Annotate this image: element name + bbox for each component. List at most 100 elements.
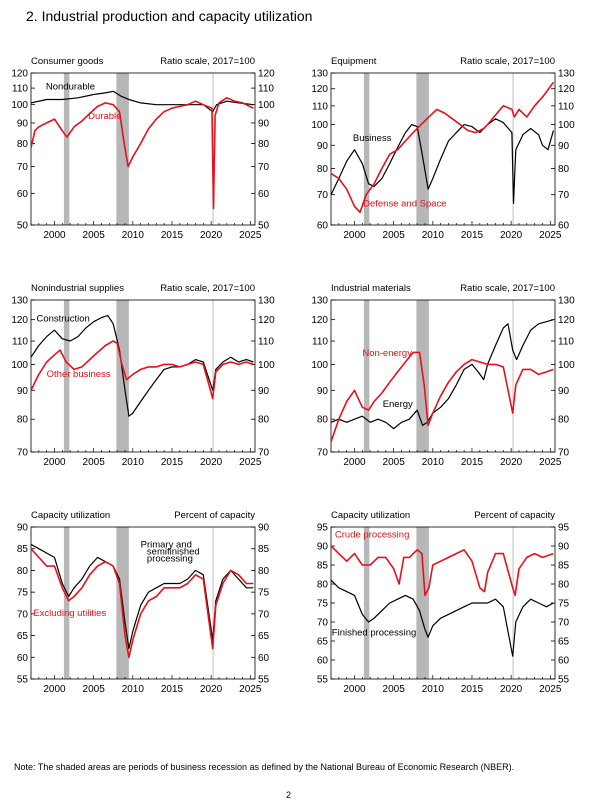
page-number: 2 bbox=[286, 790, 292, 800]
x-tick-label: 2010 bbox=[422, 457, 445, 468]
y-tick-label-left: 50 bbox=[17, 221, 29, 232]
y-tick-label-left: 100 bbox=[311, 120, 328, 131]
scale-note: Ratio scale, 2017=100 bbox=[160, 56, 255, 67]
y-tick-label-left: 80 bbox=[17, 139, 29, 150]
recession-band bbox=[212, 527, 214, 679]
y-tick-label-left: 55 bbox=[17, 675, 29, 686]
scale-note: Ratio scale, 2017=100 bbox=[460, 283, 555, 294]
y-tick-label-right: 70 bbox=[258, 162, 270, 173]
y-tick-label-left: 100 bbox=[311, 360, 328, 371]
y-tick-label-left: 130 bbox=[311, 296, 328, 307]
x-tick-label: 2000 bbox=[43, 457, 66, 468]
x-tick-label: 2010 bbox=[122, 457, 145, 468]
series-label: Energy bbox=[383, 399, 413, 410]
x-tick-label: 2010 bbox=[122, 230, 145, 241]
series-label: Business bbox=[353, 133, 392, 144]
y-tick-label-right: 90 bbox=[258, 386, 270, 397]
series-label: semifinished bbox=[147, 546, 200, 557]
y-tick-label-left: 80 bbox=[17, 566, 29, 577]
scale-note: Ratio scale, 2017=100 bbox=[160, 283, 255, 294]
y-tick-label-left: 95 bbox=[317, 523, 329, 534]
series-label: Excluding utilities bbox=[33, 608, 106, 619]
y-tick-label-left: 90 bbox=[17, 523, 29, 534]
x-tick-label: 2020 bbox=[200, 457, 223, 468]
scale-note: Ratio scale, 2017=100 bbox=[460, 56, 555, 67]
plot-frame bbox=[30, 526, 256, 680]
series-label: Crude processing bbox=[335, 529, 409, 540]
x-tick-label: 2000 bbox=[343, 457, 366, 468]
y-tick-label-right: 80 bbox=[258, 566, 270, 577]
x-tick-label: 2015 bbox=[161, 457, 184, 468]
y-tick-label-left: 100 bbox=[11, 360, 28, 371]
series-label: Nondurable bbox=[46, 82, 95, 93]
chart-title: Equipment bbox=[331, 56, 377, 67]
y-tick-label-left: 60 bbox=[17, 653, 29, 664]
y-tick-label-right: 60 bbox=[558, 656, 570, 667]
y-tick-label-right: 130 bbox=[258, 296, 275, 307]
x-tick-label: 2025 bbox=[539, 457, 562, 468]
y-tick-label-left: 70 bbox=[317, 190, 329, 201]
series-line-finished-processing bbox=[331, 579, 554, 657]
y-tick-label-right: 65 bbox=[258, 631, 270, 642]
y-tick-label-right: 55 bbox=[258, 675, 270, 686]
footnote: Note: The shaded areas are periods of bu… bbox=[14, 762, 515, 772]
y-tick-label-right: 120 bbox=[258, 69, 275, 80]
chart-panel-4: Industrial materials Ratio scale, 2017=10… bbox=[311, 283, 575, 468]
recession-band bbox=[363, 527, 370, 679]
x-tick-label: 2010 bbox=[122, 684, 145, 695]
y-tick-label-left: 120 bbox=[11, 69, 28, 80]
chart-panel-6: Capacity utilization Percent of capacity 5… bbox=[317, 510, 570, 695]
y-tick-label-right: 110 bbox=[258, 84, 274, 95]
series-line-defense-and-space bbox=[331, 81, 555, 214]
recession-band bbox=[63, 527, 70, 679]
chart-panel-1: Consumer goods Ratio scale, 2017=100 50 50 6… bbox=[11, 56, 275, 241]
y-tick-label-right: 50 bbox=[258, 221, 270, 232]
y-tick-label-right: 70 bbox=[258, 609, 270, 620]
series-label: Non-energy bbox=[362, 348, 412, 359]
chart-panel-3: Nonindustrial supplies Ratio scale, 2017=… bbox=[11, 283, 275, 468]
y-tick-label-right: 80 bbox=[558, 164, 570, 175]
x-tick-label: 2025 bbox=[539, 230, 562, 241]
y-tick-label-left: 110 bbox=[12, 337, 28, 348]
series-line-nondurable bbox=[31, 90, 254, 113]
recession-band bbox=[63, 73, 70, 225]
y-tick-label-right: 75 bbox=[558, 599, 570, 610]
x-tick-label: 2015 bbox=[461, 684, 484, 695]
x-tick-label: 2025 bbox=[239, 230, 262, 241]
y-tick-label-left: 55 bbox=[317, 675, 329, 686]
chart-title: Capacity utilization bbox=[331, 510, 410, 521]
recession-band bbox=[116, 73, 129, 225]
y-tick-label-left: 120 bbox=[311, 84, 328, 95]
y-tick-label-right: 80 bbox=[258, 415, 270, 426]
y-tick-label-left: 90 bbox=[17, 118, 29, 129]
y-tick-label-right: 90 bbox=[558, 141, 570, 152]
y-tick-label-right: 95 bbox=[558, 523, 570, 534]
y-tick-label-right: 60 bbox=[258, 189, 270, 200]
series-line-crude-processing bbox=[331, 545, 554, 597]
x-tick-label: 2005 bbox=[383, 230, 406, 241]
series-line-business bbox=[331, 118, 554, 204]
x-tick-label: 2015 bbox=[461, 457, 484, 468]
plot-frame bbox=[330, 299, 556, 453]
recession-band bbox=[512, 527, 514, 679]
x-tick-label: 2005 bbox=[83, 230, 106, 241]
y-tick-label-right: 100 bbox=[558, 360, 575, 371]
y-tick-label-right: 70 bbox=[558, 618, 570, 629]
x-tick-label: 2015 bbox=[161, 684, 184, 695]
y-tick-label-right: 90 bbox=[258, 523, 270, 534]
y-tick-label-right: 120 bbox=[258, 315, 275, 326]
recession-band bbox=[63, 300, 70, 452]
x-tick-label: 2010 bbox=[422, 684, 445, 695]
recession-band bbox=[512, 73, 514, 225]
series-label: Durable bbox=[88, 111, 121, 122]
y-tick-label-right: 100 bbox=[558, 120, 575, 131]
y-tick-label-right: 130 bbox=[558, 296, 575, 307]
y-tick-label-left: 75 bbox=[17, 588, 29, 599]
x-tick-label: 2020 bbox=[500, 684, 523, 695]
y-tick-label-right: 90 bbox=[258, 118, 270, 129]
scale-note: Percent of capacity bbox=[174, 510, 255, 521]
chart-panel-2: Equipment Ratio scale, 2017=100 60 60 70 70 80… bbox=[311, 56, 575, 241]
y-tick-label-right: 130 bbox=[558, 69, 575, 80]
x-tick-label: 2005 bbox=[83, 684, 106, 695]
y-tick-label-right: 120 bbox=[558, 315, 575, 326]
